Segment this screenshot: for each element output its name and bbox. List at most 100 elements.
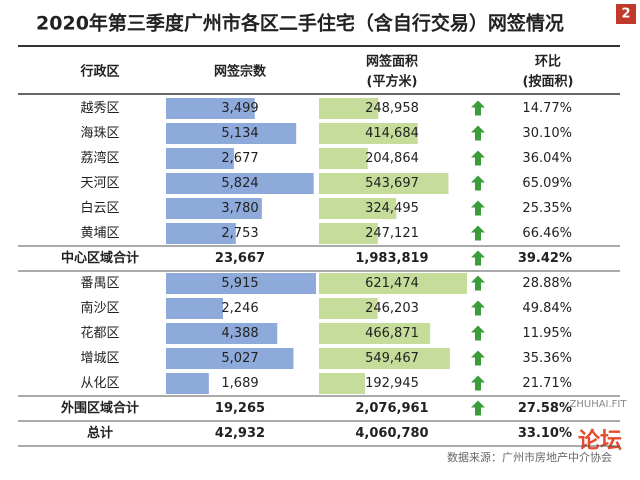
district: 外围区域合计 [60,400,139,416]
ratio: 27.58% [518,401,572,416]
ratio: 11.95% [522,326,572,341]
count-bar [166,148,234,169]
count-bar [166,198,262,219]
count: 2,753 [221,226,258,241]
district: 越秀区 [80,101,119,116]
area: 621,474 [365,276,419,291]
area: 248,958 [365,101,419,116]
ratio: 33.10% [518,426,572,441]
district: 中心区域合计 [61,250,139,266]
district: 花都区 [80,325,119,341]
area: 204,864 [365,151,419,166]
up-arrow [471,250,485,266]
area: 4,060,780 [355,426,428,441]
area: 1,983,819 [355,251,428,266]
ratio: 25.35% [522,201,572,216]
count-bar [166,348,294,369]
badge-box [616,4,636,24]
up-arrow [471,300,485,316]
district: 番禺区 [80,276,119,291]
up-arrow [471,200,485,216]
count-bar [166,298,223,319]
area: 466,871 [365,326,419,341]
area: 192,945 [365,376,419,391]
district: 增城区 [80,351,119,366]
count: 3,780 [221,201,258,216]
area-bar [319,273,467,294]
count: 5,134 [221,126,258,141]
count-bar [166,123,297,144]
up-arrow [471,400,485,416]
area-bar [319,323,431,344]
area-bar [319,348,450,369]
ratio: 21.71% [522,376,572,391]
area: 414,684 [365,126,419,141]
ratio: 28.88% [522,276,572,291]
up-arrow [471,175,485,191]
area: 247,121 [365,226,419,241]
area-bar [319,198,397,219]
district: 黄埔区 [80,226,119,241]
count: 23,667 [215,251,265,266]
area: 324,495 [365,201,419,216]
col-header: (按面积) [523,74,574,90]
count: 42,932 [215,426,265,441]
up-arrow [471,350,485,366]
area-bar [319,298,378,319]
ratio: 35.36% [522,351,572,366]
up-arrow [471,125,485,141]
count-bar [166,223,236,244]
up-arrow [471,225,485,241]
count: 4,388 [221,326,258,341]
watermark: ZHUHAI.FIT [570,399,628,410]
col-header: 网签面积 [366,54,418,70]
count: 5,824 [221,176,258,191]
count-bar [166,323,278,344]
up-arrow [471,150,485,166]
ratio: 30.10% [522,126,572,141]
title: 2020年第三季度广州市各区二手住宅（含自行交易）网签情况 [36,12,564,35]
ratio: 36.04% [522,151,572,166]
area-bar [319,373,365,394]
district: 从化区 [80,376,119,391]
ratio: 66.46% [522,226,572,241]
ratio: 39.42% [518,251,572,266]
count: 19,265 [215,401,265,416]
col-header: (平方米) [367,74,418,90]
area: 549,467 [365,351,419,366]
area: 543,697 [365,176,419,191]
ratio: 14.77% [522,101,572,116]
area-bar [319,98,379,119]
col-header: 网签宗数 [214,64,267,80]
count: 3,499 [221,101,258,116]
count-bar [166,373,209,394]
badge: 2 [621,7,630,22]
district: 海珠区 [80,126,119,141]
count: 2,246 [221,301,258,316]
up-arrow [471,375,485,391]
area-bar [319,148,368,169]
up-arrow [471,325,485,341]
col-header: 环比 [535,54,561,70]
district: 白云区 [80,200,119,216]
district: 荔湾区 [80,150,119,166]
area-bar [319,123,418,144]
count-bar [166,173,314,194]
district: 总计 [87,425,113,441]
count: 1,689 [221,376,258,391]
count-bar [166,98,255,119]
source: 数据来源：广州市房地产中介协会 [447,450,612,464]
up-arrow [471,100,485,116]
area: 246,203 [365,301,419,316]
count-bar [166,273,316,294]
area-bar [319,223,378,244]
count: 5,915 [221,276,258,291]
count: 2,677 [221,151,258,166]
area: 2,076,961 [355,401,428,416]
district: 南沙区 [80,300,119,316]
count: 5,027 [221,351,258,366]
district: 天河区 [80,176,119,191]
col-header: 行政区 [79,64,119,80]
ratio: 65.09% [522,176,572,191]
